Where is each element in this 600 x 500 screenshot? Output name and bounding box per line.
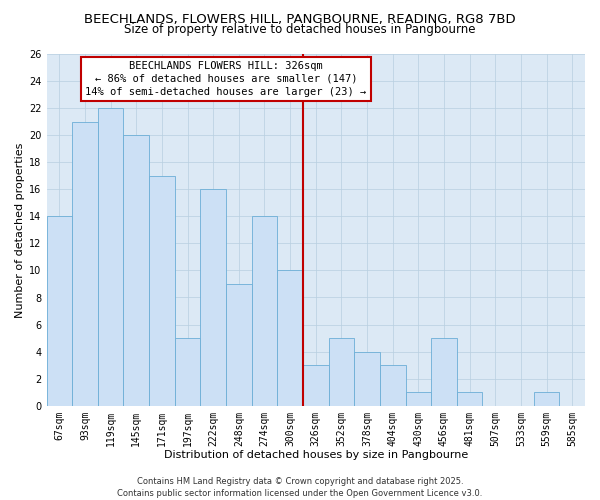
X-axis label: Distribution of detached houses by size in Pangbourne: Distribution of detached houses by size … bbox=[164, 450, 468, 460]
Bar bbox=[226, 284, 251, 406]
Bar bbox=[354, 352, 380, 406]
Bar bbox=[98, 108, 124, 406]
Bar bbox=[457, 392, 482, 406]
Bar bbox=[251, 216, 277, 406]
Text: Contains HM Land Registry data © Crown copyright and database right 2025.
Contai: Contains HM Land Registry data © Crown c… bbox=[118, 476, 482, 498]
Bar bbox=[47, 216, 72, 406]
Bar bbox=[329, 338, 354, 406]
Y-axis label: Number of detached properties: Number of detached properties bbox=[15, 142, 25, 318]
Bar bbox=[277, 270, 303, 406]
Bar bbox=[149, 176, 175, 406]
Bar bbox=[175, 338, 200, 406]
Bar bbox=[431, 338, 457, 406]
Text: BEECHLANDS, FLOWERS HILL, PANGBOURNE, READING, RG8 7BD: BEECHLANDS, FLOWERS HILL, PANGBOURNE, RE… bbox=[84, 12, 516, 26]
Bar bbox=[303, 365, 329, 406]
Bar bbox=[124, 135, 149, 406]
Bar bbox=[380, 365, 406, 406]
Text: BEECHLANDS FLOWERS HILL: 326sqm
← 86% of detached houses are smaller (147)
14% o: BEECHLANDS FLOWERS HILL: 326sqm ← 86% of… bbox=[85, 61, 367, 97]
Bar bbox=[200, 190, 226, 406]
Text: Size of property relative to detached houses in Pangbourne: Size of property relative to detached ho… bbox=[124, 22, 476, 36]
Bar bbox=[406, 392, 431, 406]
Bar bbox=[72, 122, 98, 406]
Bar bbox=[534, 392, 559, 406]
